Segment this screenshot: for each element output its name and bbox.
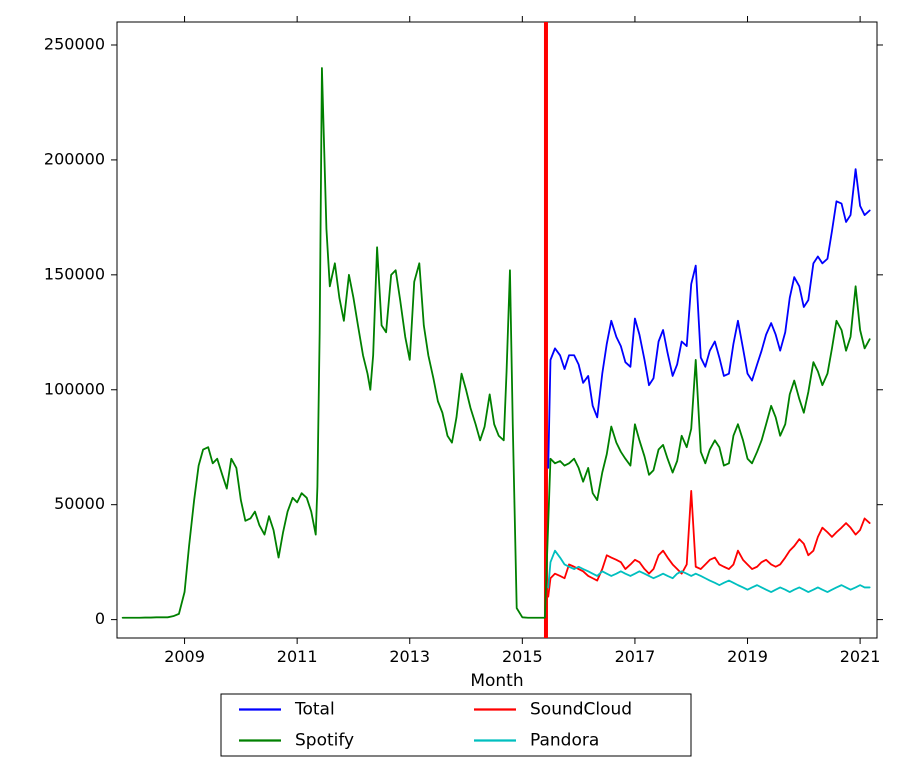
svg-text:Spotify: Spotify — [295, 731, 354, 751]
svg-text:2011: 2011 — [277, 647, 318, 666]
svg-text:Month: Month — [470, 671, 523, 691]
svg-text:2013: 2013 — [389, 647, 430, 666]
svg-text:2019: 2019 — [727, 647, 768, 666]
svg-text:Pandora: Pandora — [530, 731, 599, 751]
svg-text:2021: 2021 — [840, 647, 881, 666]
line-chart: 0 50000 100000 150000 200000 250000 2009 2011 20… — [0, 0, 908, 782]
svg-text:100000: 100000 — [44, 379, 105, 398]
svg-text:2017: 2017 — [615, 647, 656, 666]
svg-text:50000: 50000 — [54, 494, 105, 513]
svg-text:Total: Total — [294, 700, 335, 720]
svg-text:200000: 200000 — [44, 149, 105, 168]
svg-text:250000: 250000 — [44, 34, 105, 53]
svg-text:2015: 2015 — [502, 647, 543, 666]
svg-text:2009: 2009 — [164, 647, 205, 666]
svg-text:0: 0 — [95, 609, 105, 628]
chart-container: 0 50000 100000 150000 200000 250000 2009 2011 20… — [0, 0, 908, 782]
svg-text:SoundCloud: SoundCloud — [530, 700, 632, 720]
svg-text:150000: 150000 — [44, 264, 105, 283]
